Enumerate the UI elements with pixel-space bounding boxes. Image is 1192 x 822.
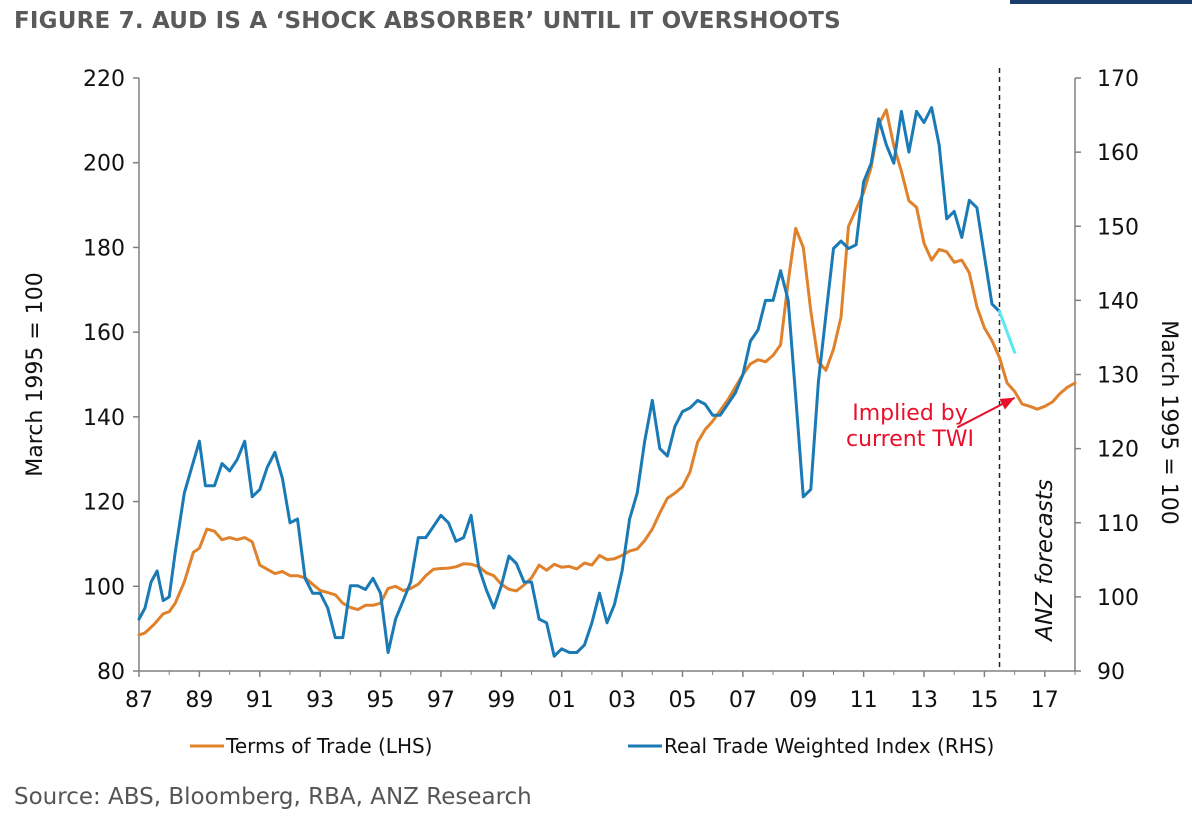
series-line-real-twi [137,106,1001,658]
y-right-tick-label: 90 [1097,660,1125,685]
x-tick-label: 11 [850,688,878,713]
y-right-tick-label: 140 [1097,289,1139,314]
y-left-tick-label: 140 [83,406,125,431]
y-left-tick-label: 180 [83,236,125,261]
axes: 80 100 120 140 160 180 200 220 90 100 110 120 130 140… [23,67,1181,713]
x-tick-label: 89 [185,688,213,713]
x-tick-label: 03 [608,688,636,713]
x-tick-label: 13 [910,688,938,713]
legend-item-real-twi-label: Real Trade Weighted Index (RHS) [664,734,994,758]
y-left-tick-label: 120 [83,491,125,516]
y-right-tick-label: 130 [1097,364,1139,389]
x-tick-label: 15 [970,688,998,713]
x-tick-label: 93 [306,688,334,713]
legend: Terms of Trade (LHS) Real Trade Weighted … [190,734,994,758]
y-right-tick-label: 150 [1097,215,1139,240]
series-line-projection [998,310,1017,354]
y-right-tick-label: 120 [1097,438,1139,463]
y-right-tick-label: 170 [1097,67,1139,92]
legend-item-terms-of-trade-label: Terms of Trade (LHS) [225,734,432,758]
y-left-tick-label: 220 [83,67,125,92]
y-right-label: March 1995 = 100 [1156,320,1181,524]
series-line-terms-of-trade [137,108,1077,637]
x-tick-label: 95 [367,688,395,713]
series-layer [137,106,1077,658]
source-note: Source: ABS, Bloomberg, RBA, ANZ Researc… [14,784,532,810]
y-right-tick-label: 160 [1097,141,1139,166]
top-rule [1010,0,1192,4]
x-tick-label: 99 [487,688,515,713]
x-tick-label: 01 [548,688,576,713]
y-left-label: March 1995 = 100 [23,272,48,476]
y-left-tick-label: 200 [83,152,125,177]
x-tick-label: 05 [668,688,696,713]
y-left-tick-label: 100 [83,575,125,600]
x-tick-label: 07 [729,688,757,713]
y-left-tick-label: 160 [83,321,125,346]
annotation-text-line1: Implied by [852,401,968,426]
forecast-label: ANZ forecasts [1032,479,1058,643]
figure-title: FIGURE 7. AUD IS A ‘SHOCK ABSORBER’ UNTI… [14,8,841,34]
y-right-tick-label: 110 [1097,512,1139,537]
x-tick-label: 97 [427,688,455,713]
x-tick-label: 87 [125,688,153,713]
y-right-tick-label: 100 [1097,586,1139,611]
annotation-text-line2: current TWI [846,427,974,452]
annotation-arrow-head [999,397,1015,410]
x-tick-label: 09 [789,688,817,713]
y-left-tick-label: 80 [97,660,125,685]
x-tick-label: 17 [1031,688,1059,713]
x-tick-label: 91 [246,688,274,713]
